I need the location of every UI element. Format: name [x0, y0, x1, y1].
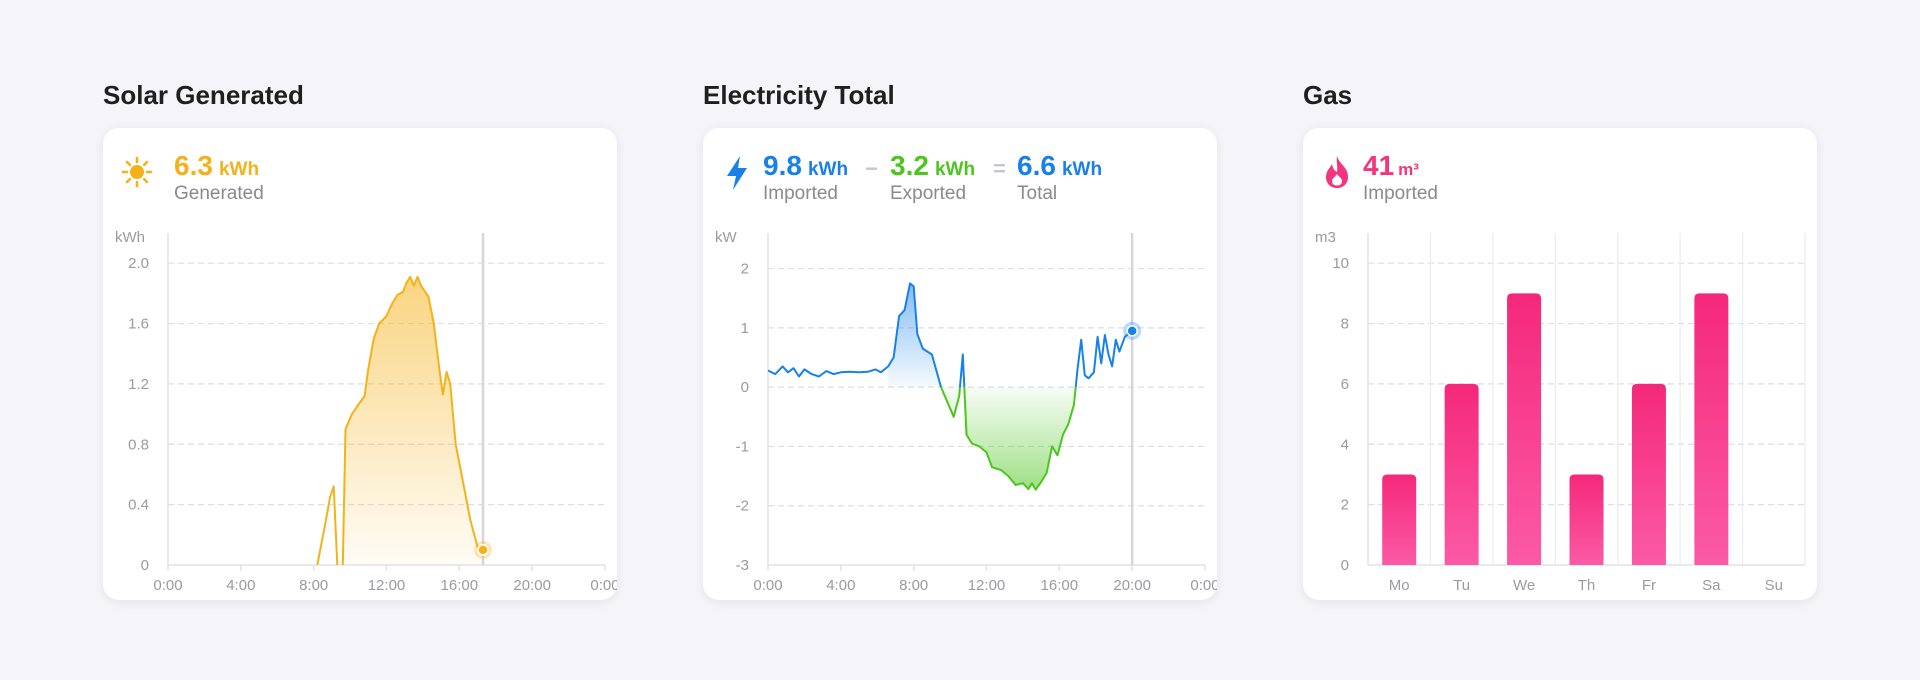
panel-title-gas: Gas — [1303, 80, 1353, 110]
electricity-x-tick-label: 20:00 — [1113, 577, 1151, 594]
solar-y-tick-label: 0 — [141, 557, 149, 574]
gas-stats: 41 m³ Imported — [1303, 128, 1817, 218]
import-series-line — [767, 282, 1133, 388]
export-series-line — [939, 387, 1077, 491]
equals-sign: = — [993, 156, 1006, 181]
gas-x-tick-label: Sa — [1702, 577, 1721, 594]
gas-x-tick-label: Fr — [1642, 577, 1656, 594]
gas-y-tick-label: 10 — [1332, 255, 1349, 272]
electricity-y-tick-label: -1 — [736, 438, 749, 455]
panel-title-solar: Solar Generated — [103, 80, 304, 110]
electricity-x-tick-label: 12:00 — [968, 577, 1006, 594]
export-area-fill — [940, 387, 1074, 490]
electricity-x-tick-label: 16:00 — [1041, 577, 1079, 594]
imported-stat: 9.8 kWh Imported — [763, 150, 848, 205]
solar-value: 6.3 — [174, 150, 213, 181]
solar-area-fill — [342, 276, 484, 565]
solar-label: Generated — [174, 183, 264, 204]
minus-sign: − — [865, 156, 878, 181]
electricity-x-tick-label: 0:00 — [1190, 577, 1217, 594]
total-stat: 6.6 kWh Total — [1017, 150, 1102, 205]
gas-chart: m3 0 2 4 6 8 10 Mo Tu We Th Fr Sa Su — [1315, 229, 1806, 594]
gas-bar-sa[interactable] — [1694, 293, 1729, 565]
solar-x-tick-label: 0:00 — [153, 577, 182, 594]
gas-x-tick-label: Su — [1765, 577, 1783, 594]
gas-imported-stat: 41 m³ Imported — [1363, 150, 1438, 205]
exported-label: Exported — [890, 183, 967, 204]
panel-title-electricity: Electricity Total — [703, 80, 895, 110]
solar-y-tick-label: 0.4 — [128, 497, 149, 514]
gas-value: 41 — [1363, 150, 1395, 181]
sun-icon — [121, 156, 153, 188]
electricity-card: 9.8 kWh Imported − 3.2 kWh Exported = 6.6 k… — [703, 128, 1217, 600]
gas-y-tick-label: 6 — [1341, 376, 1349, 393]
imported-unit: kWh — [807, 159, 849, 180]
solar-unit: kWh — [218, 159, 260, 180]
gas-x-tick-label: We — [1513, 577, 1535, 594]
solar-x-tick-label: 12:00 — [368, 577, 406, 594]
electricity-x-tick-label: 0:00 — [753, 577, 782, 594]
exported-stat: 3.2 kWh Exported — [890, 150, 975, 205]
gas-y-tick-label: 2 — [1341, 497, 1349, 514]
solar-series-line-segment — [316, 485, 339, 566]
solar-y-tick-label: 1.2 — [128, 376, 149, 393]
electricity-cursor-point[interactable] — [1126, 325, 1138, 337]
solar-x-tick-label: 0:00 — [590, 577, 617, 594]
lightning-bolt-icon — [727, 156, 747, 190]
gas-y-tick-label: 4 — [1341, 436, 1349, 453]
solar-x-tick-label: 16:00 — [441, 577, 479, 594]
gas-bar-tu[interactable] — [1444, 383, 1479, 565]
gas-y-tick-label: 8 — [1341, 316, 1349, 333]
solar-y-axis-label: kWh — [115, 229, 145, 246]
imported-label: Imported — [763, 183, 838, 204]
solar-x-tick-label: 20:00 — [513, 577, 551, 594]
gas-x-tick-label: Tu — [1453, 577, 1470, 594]
electricity-y-tick-label: -3 — [736, 557, 749, 574]
electricity-x-tick-label: 4:00 — [826, 577, 855, 594]
electricity-y-tick-label: 1 — [741, 320, 749, 337]
solar-series-line — [341, 275, 484, 566]
exported-unit: kWh — [934, 159, 976, 180]
electricity-y-axis-label: kW — [715, 229, 738, 246]
gas-x-tick-label: Mo — [1389, 577, 1410, 594]
gas-label: Imported — [1363, 183, 1438, 204]
exported-value: 3.2 — [890, 150, 929, 181]
solar-x-tick-label: 4:00 — [226, 577, 255, 594]
solar-y-tick-label: 2.0 — [128, 255, 149, 272]
import-area-fill — [888, 283, 941, 388]
solar-y-tick-label: 0.8 — [128, 436, 149, 453]
gas-bar-fr[interactable] — [1631, 383, 1666, 565]
gas-bar-th[interactable] — [1569, 474, 1604, 565]
electricity-y-tick-label: 0 — [741, 379, 749, 396]
total-value: 6.6 — [1017, 150, 1056, 181]
electricity-y-tick-label: -2 — [736, 498, 749, 515]
solar-generated-stat: 6.3 kWh Generated — [174, 150, 264, 205]
gas-unit: m³ — [1398, 160, 1419, 179]
flame-icon — [1326, 156, 1348, 188]
gas-card: 41 m³ Imported m3 0 2 4 6 8 10 Mo Tu We Th Fr Sa Su — [1303, 128, 1817, 600]
electricity-stats: 9.8 kWh Imported − 3.2 kWh Exported = 6.6 k… — [703, 128, 1217, 218]
imported-value: 9.8 — [763, 150, 802, 181]
solar-x-tick-label: 8:00 — [299, 577, 328, 594]
solar-card: 6.3 kWh Generated kWh 0 0.4 0.8 1.2 1.6 2.0 0:00… — [103, 128, 617, 600]
solar-cursor-point[interactable] — [477, 544, 489, 556]
solar-chart: kWh 0 0.4 0.8 1.2 1.6 2.0 0:00 4:00 8:00 12:00 16:0… — [115, 229, 617, 594]
gas-y-tick-label: 0 — [1341, 557, 1349, 574]
electricity-x-tick-label: 8:00 — [899, 577, 928, 594]
gas-x-tick-label: Th — [1578, 577, 1596, 594]
solar-stats: 6.3 kWh Generated — [103, 128, 617, 218]
gas-bar-mo[interactable] — [1382, 474, 1417, 565]
electricity-y-tick-label: 2 — [741, 261, 749, 278]
total-unit: kWh — [1061, 159, 1103, 180]
gas-y-axis-label: m3 — [1315, 229, 1336, 246]
solar-y-tick-label: 1.6 — [128, 316, 149, 333]
total-label: Total — [1017, 183, 1058, 204]
gas-bar-we[interactable] — [1507, 293, 1542, 565]
